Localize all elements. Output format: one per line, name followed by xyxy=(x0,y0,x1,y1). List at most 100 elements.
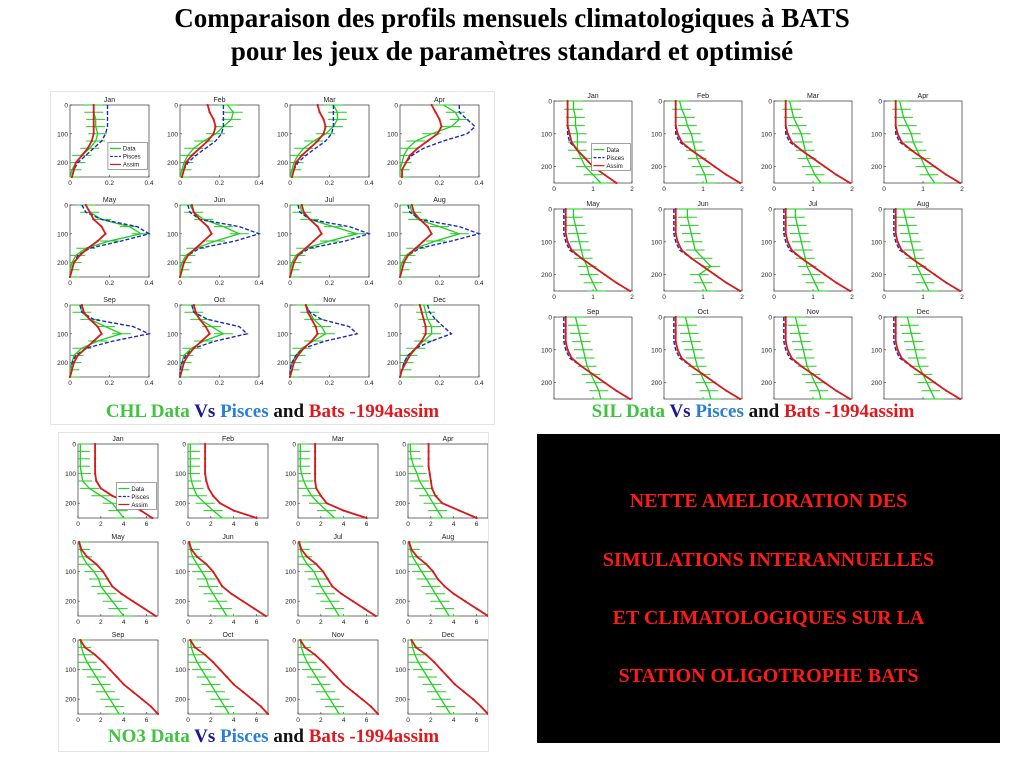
assim-point xyxy=(131,690,134,693)
assim-point xyxy=(674,207,677,211)
assim-point xyxy=(316,225,319,228)
assim-point xyxy=(194,311,197,314)
assim-point xyxy=(848,181,852,185)
plot-frame xyxy=(179,304,260,378)
assim-point xyxy=(615,181,618,185)
x-tick-label: 0.4 xyxy=(474,180,483,187)
assim-point xyxy=(198,218,201,221)
assim-point xyxy=(564,207,567,211)
assim-point xyxy=(690,149,693,152)
assim-point xyxy=(376,712,380,716)
month-label: Jan xyxy=(587,93,598,100)
series-line-pisces xyxy=(673,209,741,292)
subplot-may: May 0 100 200 0 0.2 0.4 xyxy=(57,197,154,287)
plot-frame xyxy=(553,208,633,292)
y-tick-label: 100 xyxy=(387,131,398,138)
y-tick-label: 100 xyxy=(167,131,178,138)
legend-label-pisces: Pisces xyxy=(123,155,141,161)
y-tick-label: 0 xyxy=(72,540,76,547)
assim-point xyxy=(79,638,82,642)
assim-point xyxy=(422,318,425,321)
caption-vs: Vs xyxy=(194,401,216,422)
assim-point xyxy=(701,373,705,376)
assim-point xyxy=(564,315,567,319)
series-line-pisces xyxy=(289,304,359,377)
y-tick-label: 0 xyxy=(284,103,288,110)
assim-point xyxy=(302,347,305,350)
assim-point xyxy=(74,161,78,164)
assim-point xyxy=(584,157,587,160)
series-line-pisces xyxy=(71,105,109,178)
x-tick-label: 0.2 xyxy=(215,380,224,387)
x-tick-label: 0 xyxy=(288,180,292,187)
x-tick-label: 0.2 xyxy=(435,280,444,287)
subplot-jan: Jan 0 100 200 0 1 2 Data Pisces Assim xyxy=(541,93,634,193)
subplot-feb: Feb 0 100 200 0 1 2 xyxy=(651,93,744,193)
x-tick-label: 2 xyxy=(319,717,323,724)
assim-point xyxy=(603,173,606,176)
assim-point xyxy=(580,365,583,368)
assim-point xyxy=(784,224,787,227)
chl-monthly-profiles-chart: Jan 0 100 200 0 0.2 0.4 Data Pisces Assim Feb 0 100 2… xyxy=(57,97,484,387)
assim-point xyxy=(910,149,913,152)
y-tick-label: 100 xyxy=(65,569,76,576)
assim-point xyxy=(194,247,197,250)
no3-caption: NO3 Data Vs Pisces and Bats -1994assim xyxy=(59,726,488,748)
x-tick-label: 0 xyxy=(406,717,410,724)
series-line-data xyxy=(678,100,708,184)
x-tick-label: 6 xyxy=(365,717,369,724)
month-label: Jul xyxy=(334,534,343,541)
assim-point xyxy=(674,315,677,319)
subplot-oct: Oct 0 100 200 0 0.2 0.4 xyxy=(167,297,264,387)
assim-point xyxy=(475,607,478,610)
assim-point xyxy=(414,347,417,350)
assim-point xyxy=(896,348,899,351)
assim-point xyxy=(304,247,307,250)
series-line-data xyxy=(572,101,602,184)
x-tick-label: 1 xyxy=(921,294,925,301)
month-label: Nov xyxy=(807,309,820,316)
plot-frame xyxy=(179,104,260,178)
page-title-line1: Comparaison des profils mensuels climato… xyxy=(174,3,850,33)
subplot-mar: Mar 0 100 200 0 0.2 0.4 xyxy=(277,97,374,187)
assim-point xyxy=(198,147,201,150)
series-line-data xyxy=(794,209,820,292)
assim-point xyxy=(786,348,789,351)
conclusion-box: NETTE AMELIORATION DES SIMULATIONS INTER… xyxy=(537,434,1000,743)
assim-point xyxy=(115,675,118,679)
assim-point xyxy=(84,347,87,350)
x-tick-label: 1 xyxy=(701,186,705,193)
assim-point xyxy=(576,149,579,152)
x-tick-label: 0 xyxy=(398,380,402,387)
series-line-pisces xyxy=(399,304,453,378)
x-tick-label: 0 xyxy=(76,717,80,724)
x-tick-label: 2 xyxy=(630,186,634,193)
assim-point xyxy=(314,450,317,453)
assim-point xyxy=(319,494,322,497)
x-tick-label: 0 xyxy=(296,521,300,528)
series-line-data xyxy=(179,204,242,277)
assim-point xyxy=(292,261,296,264)
assim-point xyxy=(120,592,123,595)
assim-point xyxy=(424,325,427,328)
assim-point xyxy=(316,103,319,107)
assim-point xyxy=(566,108,569,111)
subplot-dec: Dec 0 100 200 0 2 4 6 xyxy=(395,632,488,724)
y-tick-label: 0 xyxy=(878,99,882,106)
month-label: Mar xyxy=(332,436,345,443)
assim-point xyxy=(580,257,583,260)
month-label: Apr xyxy=(434,97,446,104)
assim-point xyxy=(232,509,235,512)
assim-point xyxy=(207,487,210,490)
assim-point xyxy=(212,570,215,573)
assim-point xyxy=(288,375,292,379)
assim-point xyxy=(266,712,270,716)
assim-point xyxy=(823,273,826,276)
plot-frame xyxy=(69,304,150,378)
assim-point xyxy=(139,509,142,512)
series-line-pisces xyxy=(179,304,249,377)
assim-point xyxy=(701,157,705,160)
month-label: Feb xyxy=(697,93,709,100)
assim-point xyxy=(92,125,95,128)
assim-point xyxy=(424,332,427,335)
